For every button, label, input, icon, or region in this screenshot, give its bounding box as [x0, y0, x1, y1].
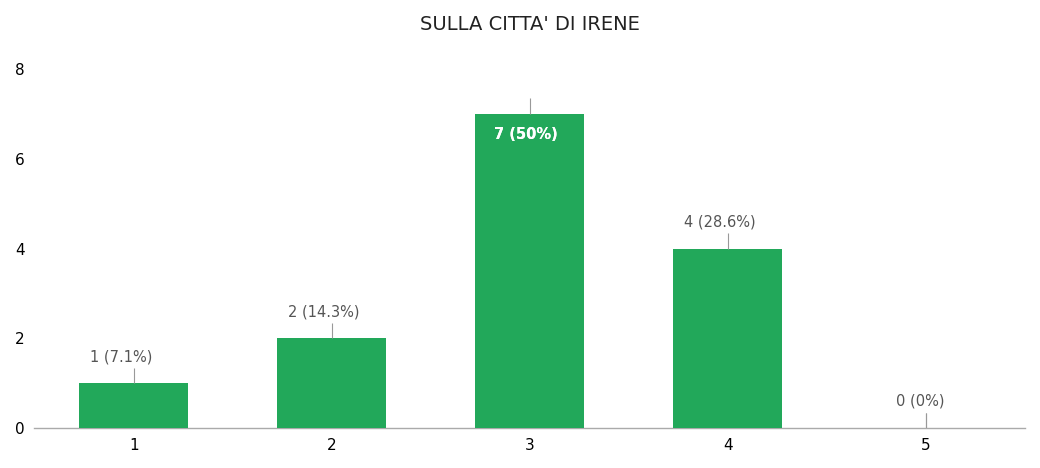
Bar [475, 114, 584, 428]
Text: 7 (50%): 7 (50%) [494, 127, 557, 142]
Title: SULLA CITTA' DI IRENE: SULLA CITTA' DI IRENE [420, 15, 640, 34]
Text: 2 (14.3%): 2 (14.3%) [288, 304, 360, 319]
Bar [79, 383, 188, 428]
Text: 1 (7.1%): 1 (7.1%) [90, 349, 153, 364]
Bar [278, 338, 386, 428]
Text: 0 (0%): 0 (0%) [895, 394, 944, 409]
Bar [673, 249, 782, 428]
Text: 4 (28.6%): 4 (28.6%) [684, 214, 756, 229]
Text: 7 (50%): 7 (50%) [494, 127, 557, 142]
